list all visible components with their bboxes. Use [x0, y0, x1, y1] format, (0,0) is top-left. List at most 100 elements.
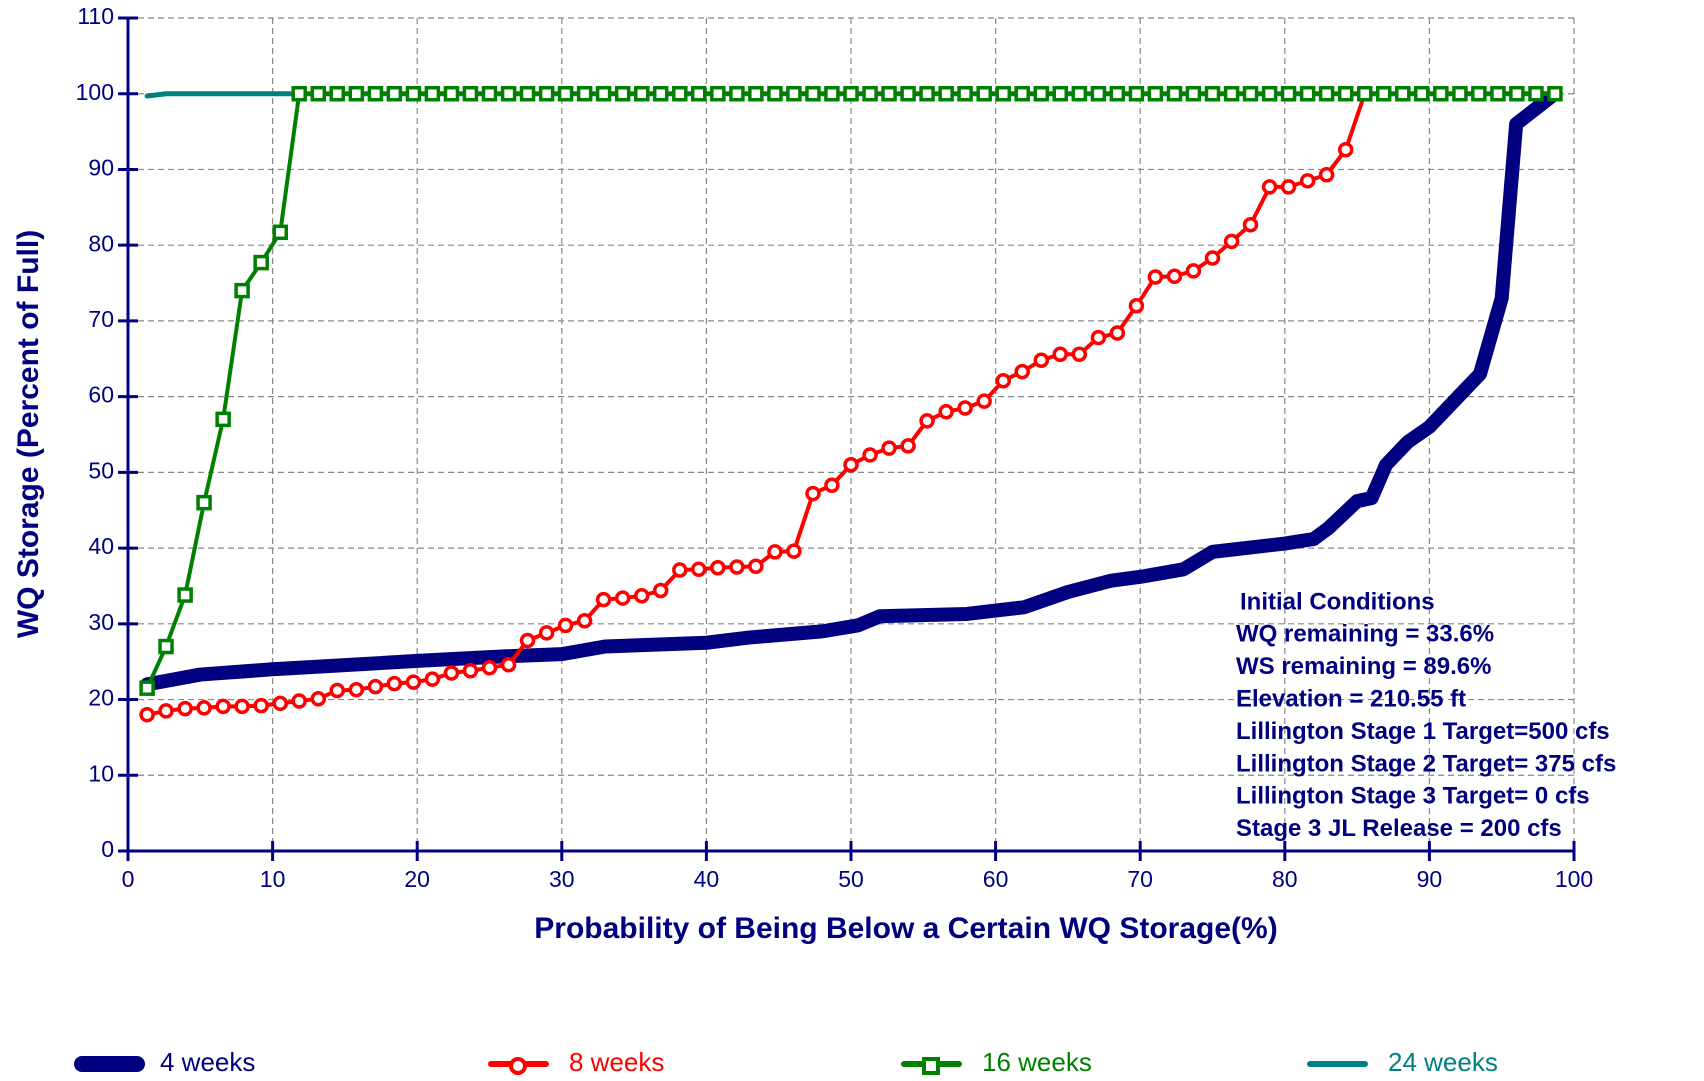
marker	[805, 485, 821, 502]
marker	[1090, 329, 1107, 346]
marker	[519, 632, 536, 649]
marker	[405, 674, 422, 690]
legend-item: 8 weeks	[488, 1047, 664, 1077]
marker	[690, 561, 707, 578]
annotation-line: WQ remaining = 33.6%	[1236, 621, 1494, 648]
marker	[139, 706, 155, 723]
marker	[1395, 85, 1411, 102]
x-tick-label: 50	[838, 866, 864, 892]
marker	[1014, 85, 1030, 102]
legend: 4 weeks 8 weeks 16 weeks 24 weeks	[74, 1047, 1498, 1077]
marker	[1166, 85, 1183, 102]
annotation-line: Elevation = 210.55 ft	[1236, 686, 1466, 713]
marker	[634, 588, 650, 604]
x-tick-label: 30	[549, 866, 575, 892]
marker	[329, 682, 345, 699]
x-tick-label: 100	[1555, 866, 1593, 892]
marker	[443, 665, 460, 681]
marker	[995, 85, 1012, 102]
marker	[938, 404, 954, 420]
x-tick-label: 90	[1417, 866, 1443, 892]
marker	[158, 703, 174, 719]
marker	[862, 85, 878, 102]
marker	[348, 681, 365, 698]
series-line	[140, 86, 1562, 692]
marker	[424, 85, 441, 102]
marker	[995, 372, 1012, 389]
marker	[310, 85, 327, 102]
marker	[576, 613, 593, 629]
marker	[386, 85, 403, 102]
marker	[272, 224, 289, 241]
marker	[881, 85, 897, 102]
x-axis-title: Probability of Being Below a Certain WQ …	[534, 912, 1277, 945]
marker	[919, 85, 935, 102]
marker	[1090, 85, 1107, 102]
marker	[367, 85, 384, 102]
marker	[1128, 298, 1145, 314]
marker	[234, 698, 250, 715]
marker	[900, 438, 916, 454]
annotation-line: Stage 3 JL Release = 200 cfs	[1236, 815, 1562, 842]
marker	[386, 675, 403, 692]
marker	[1128, 85, 1145, 102]
marker	[538, 85, 555, 102]
marker	[538, 625, 555, 641]
marker	[1033, 352, 1050, 369]
marker	[1261, 179, 1278, 195]
x-tick-label: 20	[404, 866, 430, 892]
plot-area	[139, 85, 1563, 723]
marker	[672, 85, 688, 102]
marker	[1071, 85, 1088, 102]
marker	[786, 543, 802, 559]
marker	[729, 559, 745, 575]
marker	[729, 85, 745, 102]
marker	[710, 85, 726, 102]
marker	[1052, 346, 1068, 362]
marker	[234, 282, 250, 299]
x-tick-label: 80	[1272, 866, 1298, 892]
marker	[595, 591, 612, 608]
marker	[481, 659, 498, 676]
annotation-line: Lillington Stage 3 Target= 0 cfs	[1236, 783, 1590, 810]
y-tick-label: 50	[88, 457, 114, 483]
marker	[1318, 85, 1335, 102]
marker	[1204, 85, 1221, 102]
legend-label: 16 weeks	[982, 1047, 1092, 1076]
marker	[1242, 216, 1259, 233]
marker	[291, 85, 307, 102]
x-tick-label: 70	[1127, 866, 1153, 892]
marker	[576, 85, 593, 102]
marker	[215, 698, 231, 715]
y-tick-label: 90	[88, 155, 114, 181]
marker	[500, 85, 517, 102]
marker	[557, 85, 574, 102]
y-tick-label: 40	[88, 533, 114, 559]
annotation-line: Initial Conditions	[1240, 588, 1435, 615]
marker	[1528, 85, 1544, 102]
marker	[748, 558, 764, 575]
marker	[272, 695, 289, 712]
marker	[1375, 85, 1392, 102]
marker	[1547, 85, 1563, 102]
marker	[690, 85, 707, 102]
y-tick-label: 70	[88, 306, 114, 332]
marker	[1185, 263, 1202, 279]
marker	[253, 697, 269, 714]
marker	[824, 477, 840, 493]
marker	[1433, 85, 1449, 102]
marker	[139, 680, 155, 696]
marker	[1471, 85, 1487, 102]
marker	[329, 85, 345, 102]
legend-marker	[922, 1057, 940, 1075]
marker	[215, 411, 231, 428]
x-tick-label: 0	[122, 866, 135, 892]
legend-label: 24 weeks	[1388, 1047, 1498, 1076]
legend-marker	[509, 1057, 527, 1075]
marker	[1033, 85, 1050, 102]
legend-item: 16 weeks	[901, 1047, 1092, 1077]
marker	[367, 678, 384, 695]
marker	[1337, 142, 1354, 158]
marker	[158, 638, 174, 655]
